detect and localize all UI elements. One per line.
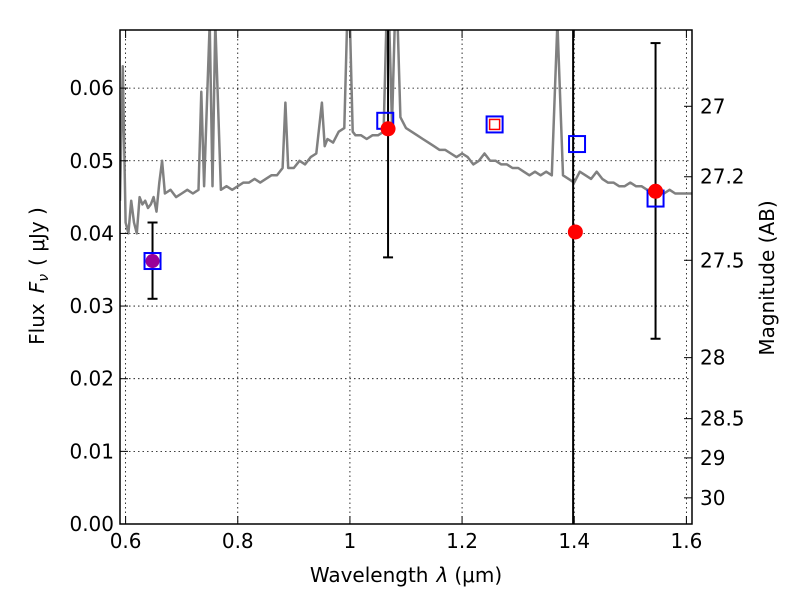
observed-point: [648, 183, 664, 199]
x-tick-label: 0.6: [110, 529, 142, 553]
y-tick-label: 0.01: [69, 439, 114, 463]
model-photometry-square: [568, 135, 587, 154]
x-tick-label: 1.6: [670, 529, 702, 553]
right-tick-label: 28: [700, 346, 725, 370]
y-tick-label: 0.06: [69, 76, 114, 100]
right-axis-ticks: 27 27.2 27.5 28 28.5 29 30: [684, 94, 745, 510]
right-tick-label: 27: [700, 94, 725, 118]
right-tick-label: 27.5: [700, 248, 745, 272]
y-axis-ticks: 0.00 0.01 0.02 0.03 0.04 0.05 0.06: [69, 76, 128, 536]
x-axis-label: Wavelength λ (μm): [310, 563, 502, 587]
plot-frame: [119, 29, 693, 525]
right-tick-label: 27.2: [700, 165, 745, 189]
right-tick-label: 29: [700, 446, 725, 470]
right-tick-label: 30: [700, 486, 725, 510]
x-tick-label: 1.4: [558, 529, 590, 553]
model-photometry-square: [485, 115, 504, 134]
observed-point: [567, 224, 583, 240]
x-tick-label: 1: [344, 529, 357, 553]
axes-frame: [119, 29, 693, 525]
blended-point-marker: [145, 254, 160, 269]
y-tick-label: 0.03: [69, 294, 114, 318]
y-tick-label: 0.04: [69, 221, 114, 245]
model-photometry-square: [143, 252, 162, 271]
y-tick-label: 0.00: [69, 512, 114, 536]
observed-point: [380, 121, 396, 137]
right-tick-label: 28.5: [700, 407, 745, 431]
y-tick-label: 0.05: [69, 149, 114, 173]
x-tick-label: 0.8: [222, 529, 254, 553]
plot-area: [120, 30, 692, 524]
model-spectrum-line: [120, 30, 692, 235]
right-axis-label: Magnitude (AB): [755, 200, 779, 355]
y-tick-label: 0.02: [69, 367, 114, 391]
x-tick-label: 1.2: [446, 529, 478, 553]
y-axis-label: FluxFν( μJy ): [25, 207, 52, 345]
small-red-square-marker: [488, 118, 501, 131]
x-axis-ticks: 0.6 0.8 1 1.2 1.4 1.6: [110, 30, 702, 553]
